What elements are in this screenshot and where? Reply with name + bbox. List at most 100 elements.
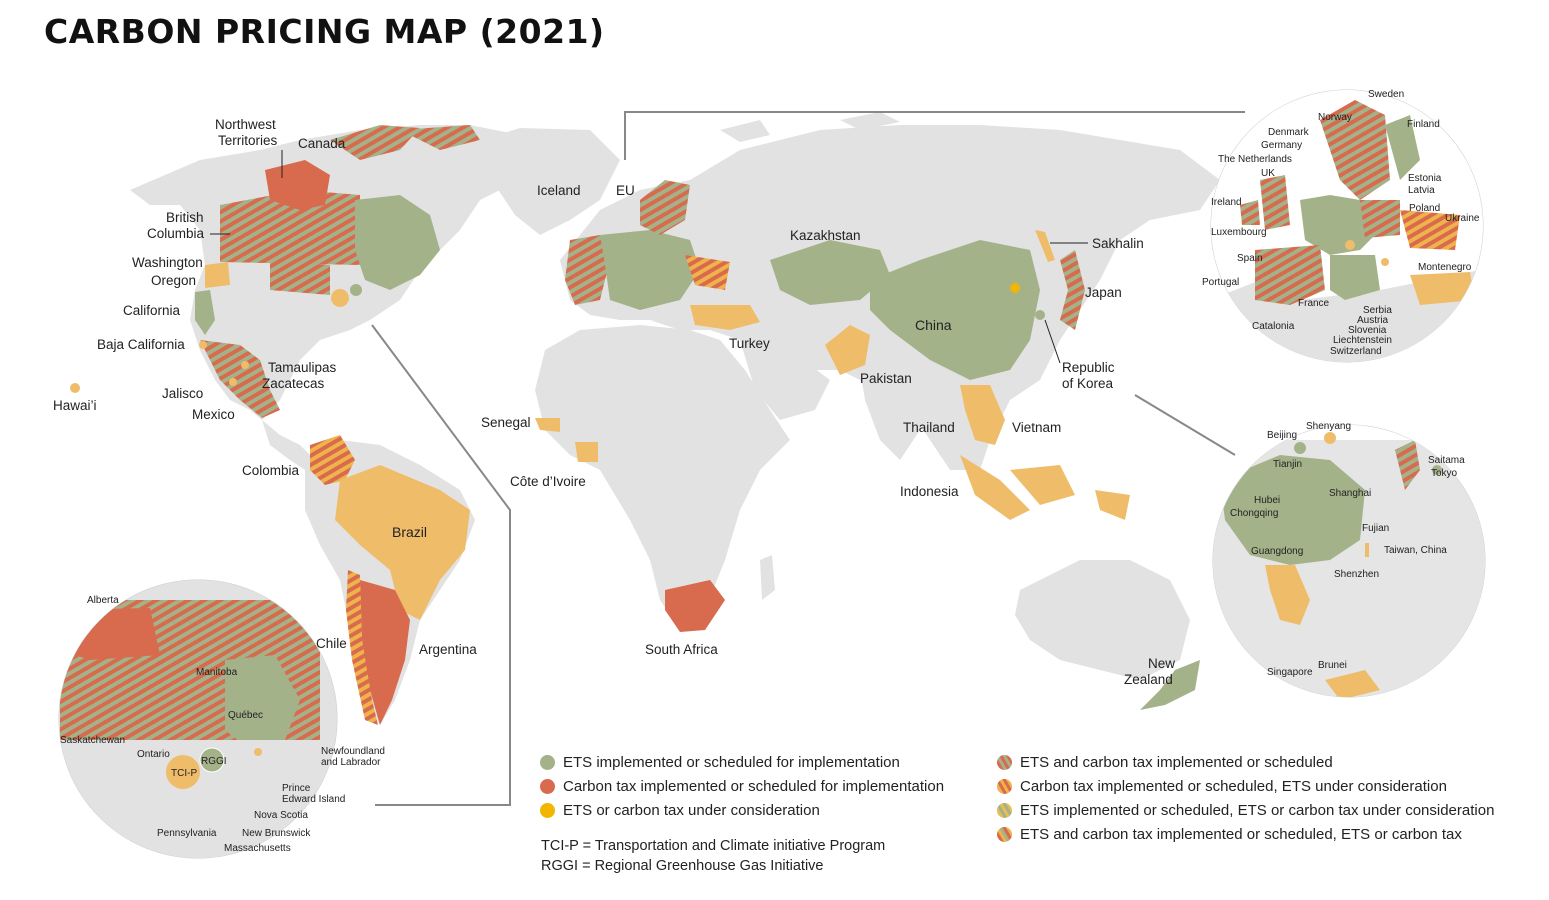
svg-text:Estonia: Estonia — [1408, 173, 1442, 184]
svg-text:Manitoba: Manitoba — [196, 667, 238, 678]
label-thailand: Thailand — [903, 420, 955, 435]
svg-text:Serbia: Serbia — [1363, 305, 1392, 316]
legend-item-tax-ets-consideration: Carbon tax implemented or scheduled, ETS… — [997, 774, 1494, 798]
legend-label: ETS or carbon tax under consideration — [563, 801, 820, 819]
label-baja-california: Baja California — [97, 337, 185, 352]
legend-swatch — [540, 754, 555, 770]
label-mexico: Mexico — [192, 407, 235, 422]
label-zacatecas: Zacatecas — [262, 376, 325, 391]
svg-text:Ukraine: Ukraine — [1445, 213, 1480, 224]
label-turkey: Turkey — [729, 336, 770, 351]
rggi-dot — [331, 289, 349, 307]
label-hawaii: Hawai’i — [53, 398, 97, 413]
svg-text:Guangdong: Guangdong — [1251, 546, 1303, 557]
label-vietnam: Vietnam — [1012, 420, 1061, 435]
svg-text:Denmark: Denmark — [1268, 127, 1310, 138]
svg-text:France: France — [1298, 298, 1330, 309]
legend-swatch — [997, 802, 1012, 818]
label-tamaulipas: Tamaulipas — [268, 360, 337, 375]
inset-asia — [1212, 424, 1486, 698]
inset-namerica-labels: Alberta Manitoba Québec Saskatchewan Ont… — [60, 595, 385, 854]
label-south-africa: South Africa — [645, 642, 718, 657]
svg-text:Singapore: Singapore — [1267, 667, 1313, 678]
svg-text:and Labrador: and Labrador — [321, 757, 381, 768]
label-china: China — [915, 317, 952, 333]
svg-text:Hubei: Hubei — [1254, 495, 1280, 506]
svg-text:New Brunswick: New Brunswick — [242, 828, 311, 839]
label-cote-divoire: Côte d’Ivoire — [510, 474, 586, 489]
note-tcip: TCI-P = Transportation and Climate initi… — [541, 838, 886, 854]
legend-swatch — [540, 778, 555, 794]
legend-right: ETS and carbon tax implemented or schedu… — [997, 750, 1494, 846]
new-zealand — [1140, 660, 1200, 710]
svg-text:Edward Island: Edward Island — [282, 794, 345, 805]
legend-item-carbon-tax: Carbon tax implemented or scheduled for … — [540, 774, 944, 798]
svg-text:Zealand: Zealand — [1124, 672, 1173, 687]
cote-divoire — [575, 442, 598, 462]
svg-text:RGGI: RGGI — [201, 756, 227, 767]
svg-text:Luxembourg: Luxembourg — [1211, 227, 1267, 238]
brazil — [335, 465, 470, 620]
label-iceland: Iceland — [537, 183, 581, 198]
svg-text:Shenyang: Shenyang — [1306, 421, 1351, 432]
svg-text:Austria: Austria — [1357, 315, 1389, 326]
label-canada: Canada — [298, 136, 346, 151]
eu-region — [565, 180, 730, 310]
legend-swatch — [997, 778, 1012, 794]
mexico-striped — [200, 340, 280, 418]
legend-swatch — [540, 802, 555, 818]
canada-striped — [220, 125, 480, 295]
inset-europe-labels: Sweden Norway Finland Denmark Germany Th… — [1202, 89, 1480, 357]
connector-lines — [371, 111, 1245, 806]
svg-text:Tokyo: Tokyo — [1431, 468, 1458, 479]
note-rggi: RGGI = Regional Greenhouse Gas Initiativ… — [541, 858, 824, 874]
senegal — [535, 418, 560, 432]
legend-label: ETS implemented or scheduled, ETS or car… — [1020, 801, 1495, 819]
quebec-eastern-canada — [355, 195, 440, 290]
legend-item-ets-consideration: ETS implemented or scheduled, ETS or car… — [997, 798, 1494, 822]
svg-text:Brunei: Brunei — [1318, 660, 1347, 671]
label-kazakhstan: Kazakhstan — [790, 228, 861, 243]
kazakhstan — [770, 240, 890, 305]
svg-text:TCI-P: TCI-P — [171, 768, 197, 779]
svg-text:Prince: Prince — [282, 783, 311, 794]
svg-text:Fujian: Fujian — [1362, 523, 1389, 534]
inset-north-america — [58, 579, 338, 859]
washington-oregon — [205, 262, 230, 288]
svg-text:Ontario: Ontario — [137, 749, 170, 760]
svg-text:Taiwan, China: Taiwan, China — [1384, 545, 1447, 556]
label-brazil: Brazil — [392, 524, 427, 540]
label-sakhalin: Sakhalin — [1092, 236, 1144, 251]
svg-text:Spain: Spain — [1237, 253, 1263, 264]
label-indonesia: Indonesia — [900, 484, 959, 499]
colombia — [310, 435, 355, 485]
page-title: CARBON PRICING MAP (2021) — [44, 12, 605, 51]
inset-asia-labels: Shenyang Beijing Tianjin Saitama Tokyo S… — [1230, 421, 1465, 678]
legend-swatch — [997, 826, 1012, 842]
svg-text:Pennsylvania: Pennsylvania — [157, 828, 217, 839]
svg-text:British: British — [166, 210, 204, 225]
svg-text:UK: UK — [1261, 168, 1275, 179]
label-argentina: Argentina — [419, 642, 477, 657]
svg-text:Nova Scotia: Nova Scotia — [254, 810, 308, 821]
california — [195, 290, 215, 335]
pakistan — [825, 325, 870, 375]
svg-text:Newfoundland: Newfoundland — [321, 746, 385, 757]
label-eu: EU — [616, 183, 635, 198]
legend-item-consideration: ETS or carbon tax under consideration — [540, 798, 944, 822]
legend-left: ETS implemented or scheduled for impleme… — [540, 750, 944, 822]
svg-text:Portugal: Portugal — [1202, 277, 1239, 288]
svg-text:Saitama: Saitama — [1428, 455, 1465, 466]
indonesia — [960, 455, 1030, 520]
svg-text:Liechtenstein: Liechtenstein — [1333, 335, 1392, 346]
svg-text:Shanghai: Shanghai — [1329, 488, 1371, 499]
chile — [346, 570, 378, 725]
thailand-vietnam — [960, 385, 1005, 445]
label-senegal: Senegal — [481, 415, 531, 430]
legend-label: Carbon tax implemented or scheduled, ETS… — [1020, 777, 1447, 795]
svg-text:Tianjin: Tianjin — [1273, 459, 1302, 470]
main-labels: Northwest Territories Canada British Col… — [53, 117, 1175, 687]
label-northwest-territories-1: Northwest — [215, 117, 276, 132]
svg-text:Montenegro: Montenegro — [1418, 262, 1472, 273]
